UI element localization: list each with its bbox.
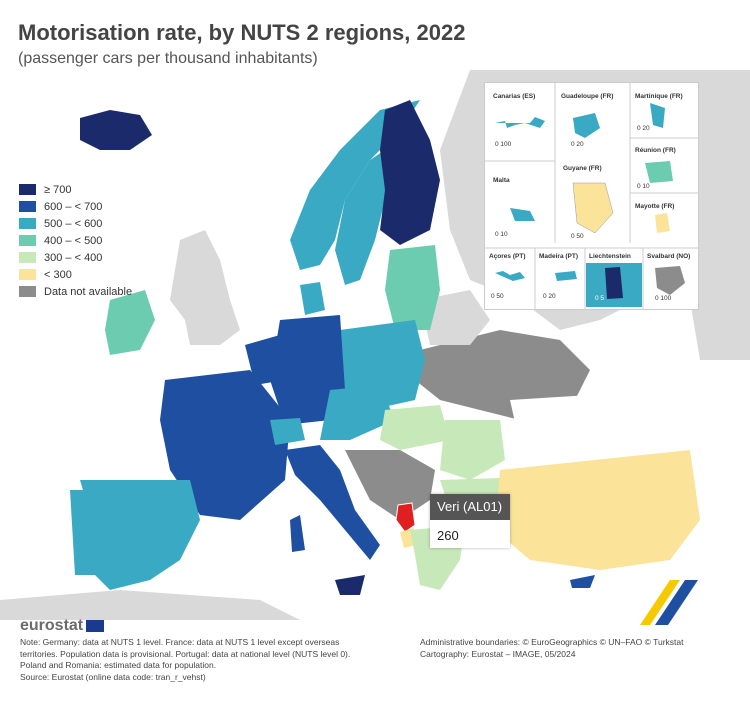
scale-bar-label: 0 20: [637, 125, 650, 132]
legend-swatch: [18, 200, 37, 213]
inset-label-guadeloupe: Guadeloupe (FR): [561, 93, 614, 100]
legend-item: 500 – < 600: [18, 215, 132, 232]
legend-label: 400 – < 500: [44, 234, 103, 247]
legend-item: 600 – < 700: [18, 198, 132, 215]
inset-malta-shape: [510, 208, 535, 221]
region-germany[interactable]: [270, 315, 345, 425]
legend-item: ≥ 700: [18, 181, 132, 198]
region-cyprus[interactable]: [570, 575, 595, 588]
eu-flag-icon: [86, 620, 105, 632]
scale-bar-label: 0 20: [571, 141, 584, 148]
scale-bar-label: 0 20: [543, 293, 556, 300]
region-sardinia[interactable]: [290, 515, 305, 552]
tooltip-region-name: Veri (AL01): [430, 494, 510, 520]
inset-label-guyane: Guyane (FR): [563, 165, 602, 172]
legend-item: 300 – < 400: [18, 249, 132, 266]
region-switzerland[interactable]: [270, 418, 305, 445]
inset-label-svalbard: Svalbard (NO): [647, 253, 691, 260]
inset-canarias-shape: [495, 117, 545, 128]
tooltip-value: 260: [437, 528, 459, 543]
footnote: Note: Germany: data at NUTS 1 level. Fra…: [20, 637, 360, 683]
inset-label-madeira: Madeira (PT): [539, 253, 579, 260]
credits: Administrative boundaries: © EuroGeograp…: [420, 637, 720, 660]
note-text: Note: Germany: data at NUTS 1 level. Fra…: [20, 637, 351, 670]
region-hungary-slovakia[interactable]: [380, 405, 450, 450]
region-sicily[interactable]: [335, 575, 365, 595]
legend-item: 400 – < 500: [18, 232, 132, 249]
map-title: Motorisation rate, by NUTS 2 regions, 20…: [18, 20, 466, 45]
scale-bar-label: 0 10: [495, 231, 508, 238]
scale-bar-label: 0 100: [655, 295, 672, 302]
region-ukraine[interactable]: [415, 330, 590, 420]
scale-bar-label: 0 50: [571, 233, 584, 240]
eurostat-chevron-icon: [640, 580, 698, 625]
inset-label-martinique: Martinique (FR): [635, 93, 683, 100]
region-denmark[interactable]: [300, 282, 325, 315]
legend-swatch: [18, 285, 37, 298]
legend-swatch: [18, 183, 37, 196]
region-sweden[interactable]: [335, 150, 385, 285]
region-baltics[interactable]: [385, 245, 440, 330]
insets-grid: [485, 83, 698, 309]
source-text: Source: Eurostat (online data code: tran…: [20, 671, 206, 682]
map-subtitle: (passenger cars per thousand inhabitants…: [18, 50, 318, 67]
inset-label-reunion: Réunion (FR): [635, 147, 676, 154]
legend-label: < 300: [44, 268, 72, 281]
cartography-text: Cartography: Eurostat – IMAGE, 05/2024: [420, 648, 576, 659]
region-turkey[interactable]: [495, 450, 700, 570]
inset-label-liechtenstein: Liechtenstein: [589, 253, 631, 260]
legend-label: 300 – < 400: [44, 251, 103, 264]
region-portugal[interactable]: [70, 490, 95, 575]
region-spain[interactable]: [80, 480, 200, 590]
inset-madeira-shape: [555, 271, 577, 281]
legend-swatch: [18, 234, 37, 247]
inset-svalbard-shape: [655, 266, 685, 295]
region-ireland[interactable]: [105, 290, 155, 355]
scale-bar-label: 0 5: [595, 295, 605, 302]
legend-swatch: [18, 268, 37, 281]
inset-label-canarias: Canarias (ES): [493, 93, 536, 100]
map-legend: ≥ 700 600 – < 700 500 – < 600 400 – < 50…: [18, 181, 132, 300]
region-iceland[interactable]: [80, 110, 152, 150]
region-italy[interactable]: [285, 445, 380, 560]
inset-guadeloupe-shape: [573, 113, 600, 138]
boundaries-text: Administrative boundaries: © EuroGeograp…: [420, 637, 684, 647]
scale-bar-label: 0 50: [491, 293, 504, 300]
legend-label: Data not available: [44, 285, 133, 298]
legend-swatch: [18, 251, 37, 264]
overseas-insets-panel: Canarias (ES) Guadeloupe (FR) Martinique…: [484, 82, 699, 310]
inset-label-malta: Malta: [493, 177, 510, 184]
region-uk[interactable]: [170, 230, 240, 345]
region-france[interactable]: [160, 370, 290, 520]
inset-label-acores: Açores (PT): [489, 253, 526, 260]
region-north-africa[interactable]: [0, 590, 300, 620]
region-romania[interactable]: [440, 420, 505, 480]
legend-item: < 300: [18, 266, 132, 283]
region-balkans[interactable]: [345, 450, 435, 520]
legend-swatch: [18, 217, 37, 230]
region-belarus[interactable]: [420, 290, 490, 345]
inset-guyane-shape: [572, 182, 614, 234]
scale-bar-label: 0 10: [637, 183, 650, 190]
logo-text: eurostat: [20, 617, 84, 634]
region-tooltip: Veri (AL01) 260: [430, 494, 510, 548]
region-czechia-austria[interactable]: [320, 385, 395, 440]
inset-mayotte-shape: [655, 213, 670, 233]
inset-label-mayotte: Mayotte (FR): [635, 203, 675, 210]
region-albania-veri[interactable]: [395, 502, 416, 533]
legend-label: 500 – < 600: [44, 217, 103, 230]
region-benelux[interactable]: [245, 335, 285, 385]
legend-item: Data not available: [18, 283, 132, 300]
inset-reunion-shape: [645, 161, 673, 183]
eurostat-logo: eurostat: [20, 617, 105, 635]
legend-label: ≥ 700: [44, 183, 72, 196]
region-finland[interactable]: [380, 100, 440, 245]
scale-bar-label: 0 100: [495, 141, 512, 148]
inset-martinique-shape: [650, 103, 665, 128]
inset-acores-shape: [495, 271, 525, 281]
legend-label: 600 – < 700: [44, 200, 103, 213]
